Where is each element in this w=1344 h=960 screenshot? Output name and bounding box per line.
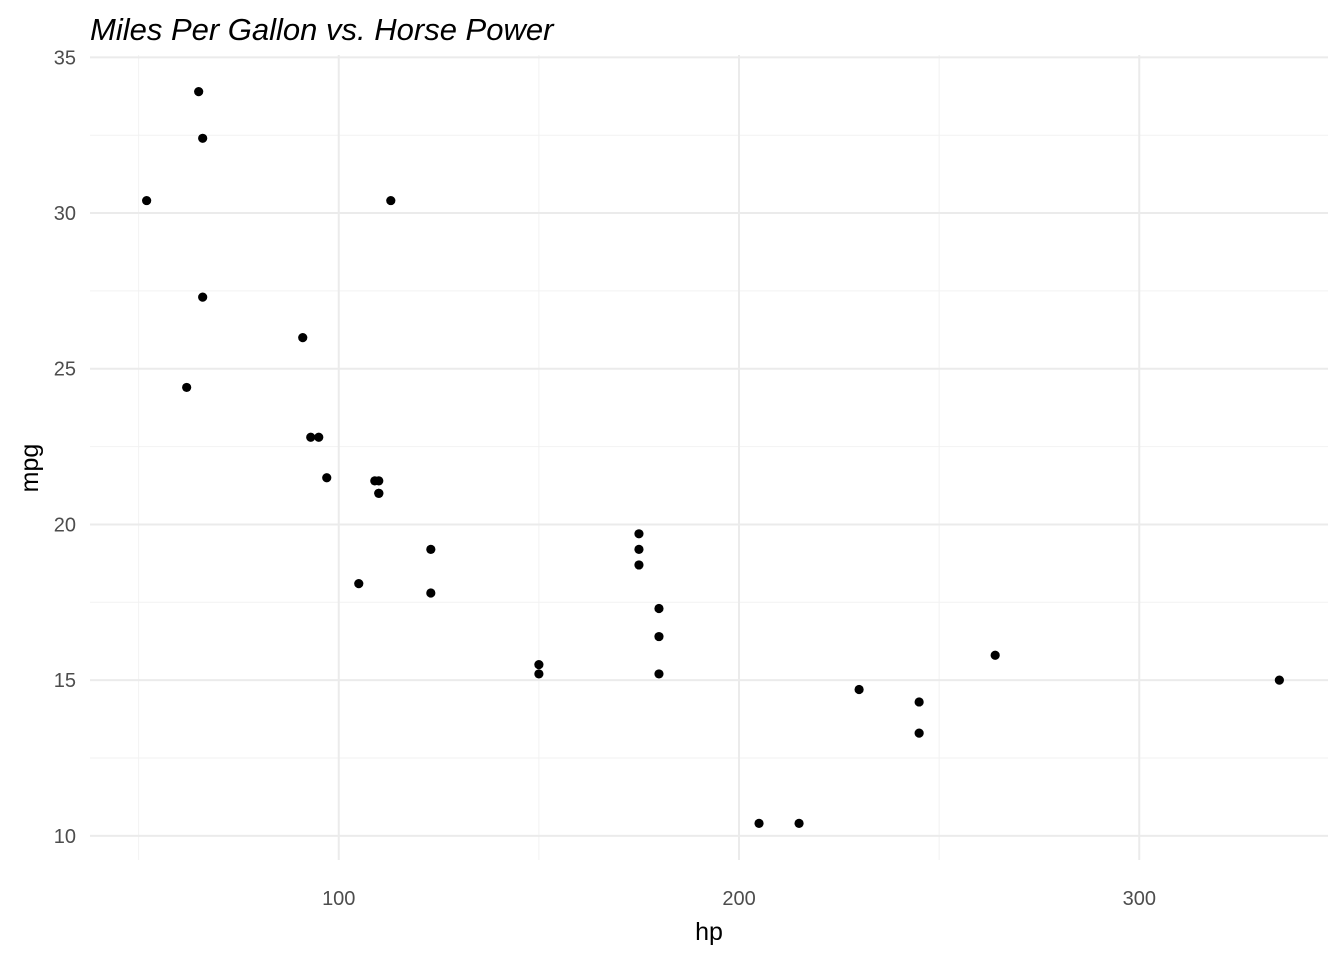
data-point <box>426 544 436 554</box>
data-point <box>634 544 644 554</box>
data-point <box>374 488 384 498</box>
data-point <box>306 432 316 442</box>
data-point <box>634 560 644 570</box>
data-point <box>654 669 664 679</box>
y-tick-label: 10 <box>54 826 76 848</box>
data-point <box>198 133 208 143</box>
data-point <box>794 818 804 829</box>
minor-gridlines <box>90 55 1328 860</box>
y-tick-label: 15 <box>54 670 76 692</box>
data-point <box>654 631 664 642</box>
y-tick-label: 35 <box>54 47 76 69</box>
data-point <box>914 697 924 707</box>
data-point <box>314 432 324 442</box>
data-point <box>194 86 204 97</box>
data-point <box>426 588 436 598</box>
x-axis-label: hp <box>695 918 723 946</box>
x-tick-label: 100 <box>322 888 355 910</box>
y-tick-label: 30 <box>54 203 76 225</box>
data-point <box>198 292 208 302</box>
data-point <box>754 818 764 829</box>
tick-labels: 100 200 300 10 15 20 25 30 35 <box>54 47 1156 910</box>
chart-title: Miles Per Gallon vs. Horse Power <box>90 12 555 47</box>
data-point <box>386 195 396 206</box>
major-gridlines <box>90 55 1328 860</box>
x-tick-label: 300 <box>1123 888 1156 910</box>
data-point <box>654 603 664 614</box>
data-point <box>914 728 924 738</box>
data-point <box>354 579 364 589</box>
data-point <box>370 476 380 486</box>
data-point <box>990 650 1000 660</box>
data-point <box>182 382 192 393</box>
data-point <box>298 333 308 343</box>
data-point <box>854 684 864 695</box>
data-points <box>142 86 1284 829</box>
x-tick-label: 200 <box>722 888 755 910</box>
data-point <box>142 195 152 206</box>
data-point <box>634 529 644 539</box>
data-point <box>534 659 544 670</box>
y-tick-label: 20 <box>54 514 76 536</box>
data-point <box>322 473 332 483</box>
data-point <box>534 669 544 679</box>
y-tick-label: 25 <box>54 359 76 381</box>
y-axis-label: mpg <box>16 444 44 493</box>
data-point <box>1274 675 1284 685</box>
